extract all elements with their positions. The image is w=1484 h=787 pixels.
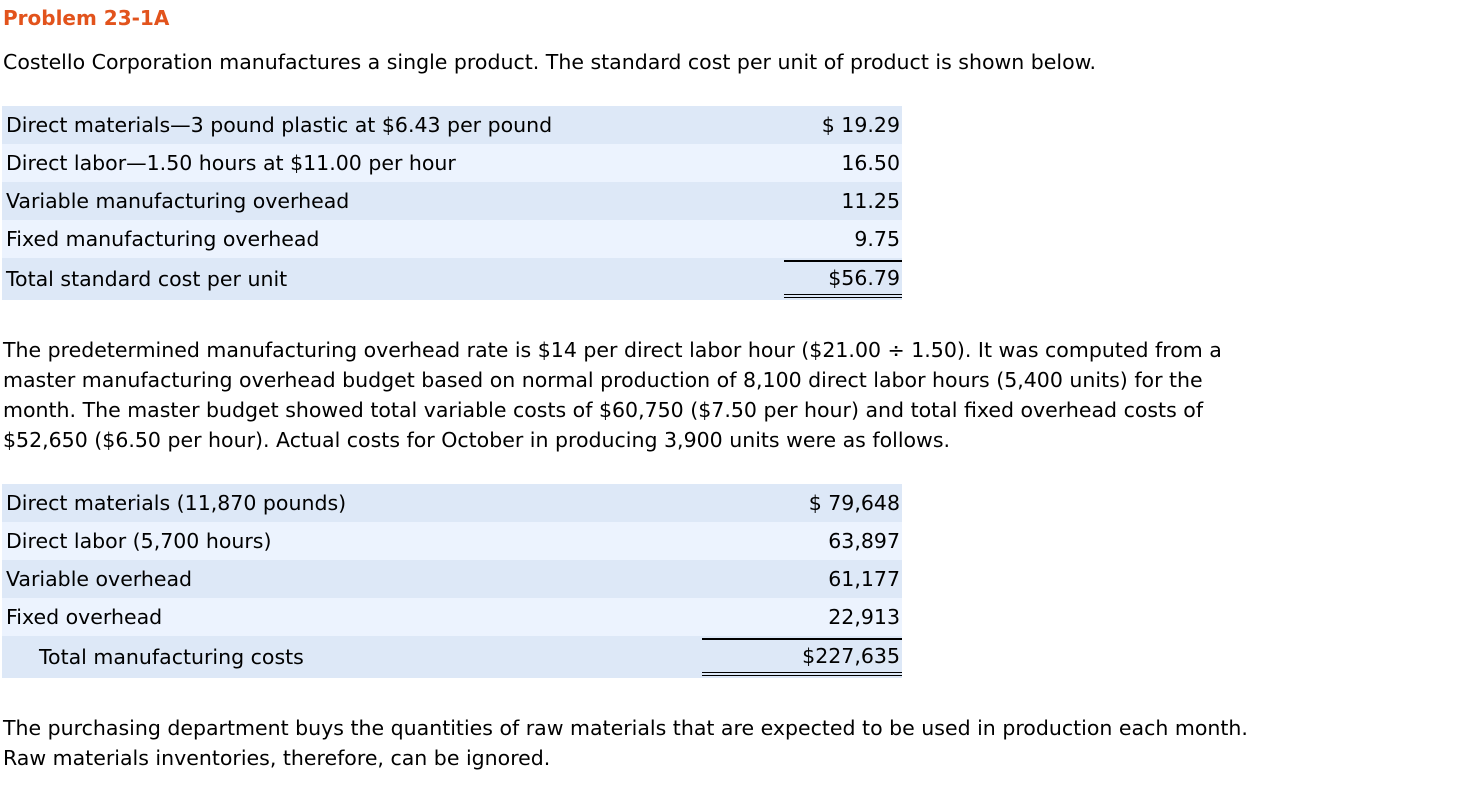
row-label: Direct materials—3 pound plastic at $6.4… bbox=[6, 113, 553, 137]
row-amount: 61,177 bbox=[828, 567, 900, 591]
standard-cost-table: Direct materials—3 pound plastic at $6.4… bbox=[2, 106, 902, 300]
total-label: Total standard cost per unit bbox=[6, 267, 288, 291]
problem-title: Problem 23-1A bbox=[3, 6, 170, 30]
total-label: Total manufacturing costs bbox=[39, 645, 304, 669]
row-label: Direct labor (5,700 hours) bbox=[6, 529, 272, 553]
paragraph-line: master manufacturing overhead budget bas… bbox=[3, 368, 1203, 392]
total-underline: $56.79 bbox=[784, 260, 902, 298]
total-amount: $56.79 bbox=[828, 266, 900, 290]
row-amount: 9.75 bbox=[854, 227, 900, 251]
row-label: Variable overhead bbox=[6, 567, 193, 591]
total-amount: $227,635 bbox=[802, 644, 900, 668]
actual-cost-table: Direct materials (11,870 pounds) $ 79,64… bbox=[2, 484, 902, 678]
table-row: Variable overhead 61,177 bbox=[2, 560, 902, 598]
purchasing-paragraph: The purchasing department buys the quant… bbox=[3, 713, 1248, 773]
row-amount: $ 79,648 bbox=[808, 491, 900, 515]
intro-paragraph: Costello Corporation manufactures a sing… bbox=[3, 50, 1097, 74]
row-amount: 63,897 bbox=[828, 529, 900, 553]
total-underline: $227,635 bbox=[702, 638, 902, 676]
row-amount: 22,913 bbox=[828, 605, 900, 629]
row-amount: 11.25 bbox=[841, 189, 900, 213]
row-label: Direct materials (11,870 pounds) bbox=[6, 491, 347, 515]
row-label: Fixed manufacturing overhead bbox=[6, 227, 320, 251]
total-amount-cell: $227,635 bbox=[700, 636, 902, 678]
row-label: Direct labor—1.50 hours at $11.00 per ho… bbox=[6, 151, 456, 175]
total-amount-cell: $56.79 bbox=[700, 258, 902, 300]
row-label: Fixed overhead bbox=[6, 605, 163, 629]
total-row: Total standard cost per unit $56.79 bbox=[2, 258, 902, 300]
table-row: Direct labor (5,700 hours) 63,897 bbox=[2, 522, 902, 560]
paragraph-line: month. The master budget showed total va… bbox=[3, 398, 1204, 422]
paragraph-line: The purchasing department buys the quant… bbox=[3, 716, 1248, 740]
paragraph-line: Raw materials inventories, therefore, ca… bbox=[3, 746, 551, 770]
total-row: Total manufacturing costs $227,635 bbox=[2, 636, 902, 678]
table-row: Direct labor—1.50 hours at $11.00 per ho… bbox=[2, 144, 902, 182]
paragraph-line: $52,650 ($6.50 per hour). Actual costs f… bbox=[3, 428, 951, 452]
table-row: Fixed manufacturing overhead 9.75 bbox=[2, 220, 902, 258]
table-row: Direct materials (11,870 pounds) $ 79,64… bbox=[2, 484, 902, 522]
row-label: Variable manufacturing overhead bbox=[6, 189, 350, 213]
table-row: Variable manufacturing overhead 11.25 bbox=[2, 182, 902, 220]
row-amount: 16.50 bbox=[841, 151, 900, 175]
row-amount: $ 19.29 bbox=[821, 113, 900, 137]
overhead-paragraph: The predetermined manufacturing overhead… bbox=[3, 335, 1222, 455]
table-row: Direct materials—3 pound plastic at $6.4… bbox=[2, 106, 902, 144]
table-row: Fixed overhead 22,913 bbox=[2, 598, 902, 636]
paragraph-line: The predetermined manufacturing overhead… bbox=[3, 338, 1222, 362]
